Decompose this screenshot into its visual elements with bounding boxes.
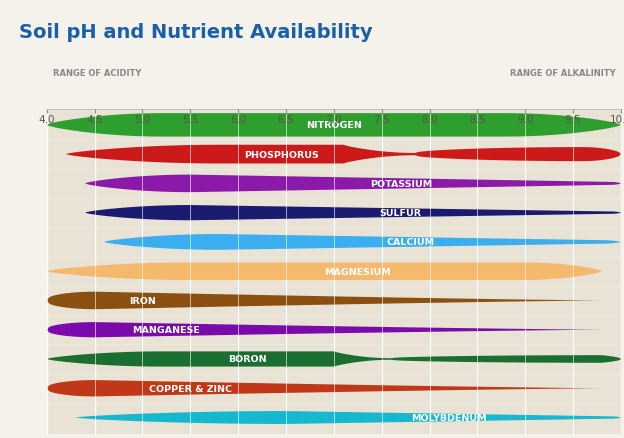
Polygon shape bbox=[47, 292, 602, 310]
Text: SULFUR: SULFUR bbox=[380, 208, 422, 218]
Text: POTASSIUM: POTASSIUM bbox=[369, 180, 432, 188]
Text: IRON: IRON bbox=[129, 296, 156, 305]
Polygon shape bbox=[47, 380, 602, 396]
Text: MOLYBDENUM: MOLYBDENUM bbox=[411, 413, 487, 422]
Text: RANGE OF ALKALINITY: RANGE OF ALKALINITY bbox=[510, 69, 615, 78]
Text: MANGANESE: MANGANESE bbox=[132, 325, 200, 335]
Polygon shape bbox=[66, 145, 621, 164]
Polygon shape bbox=[104, 234, 621, 250]
Text: NITROGEN: NITROGEN bbox=[306, 121, 362, 130]
Text: COPPER & ZINC: COPPER & ZINC bbox=[149, 384, 232, 393]
Polygon shape bbox=[47, 114, 621, 137]
Text: CALCIUM: CALCIUM bbox=[386, 238, 434, 247]
Text: BORON: BORON bbox=[228, 355, 267, 364]
Polygon shape bbox=[47, 352, 621, 367]
Text: Soil pH and Nutrient Availability: Soil pH and Nutrient Availability bbox=[19, 23, 373, 42]
Polygon shape bbox=[47, 263, 602, 280]
Text: MAGNESIUM: MAGNESIUM bbox=[324, 267, 391, 276]
Text: RANGE OF ACIDITY: RANGE OF ACIDITY bbox=[52, 69, 141, 78]
Polygon shape bbox=[76, 411, 621, 424]
Polygon shape bbox=[85, 175, 621, 193]
Polygon shape bbox=[85, 205, 621, 221]
Text: PHOSPHORUS: PHOSPHORUS bbox=[244, 150, 319, 159]
Polygon shape bbox=[47, 322, 602, 338]
